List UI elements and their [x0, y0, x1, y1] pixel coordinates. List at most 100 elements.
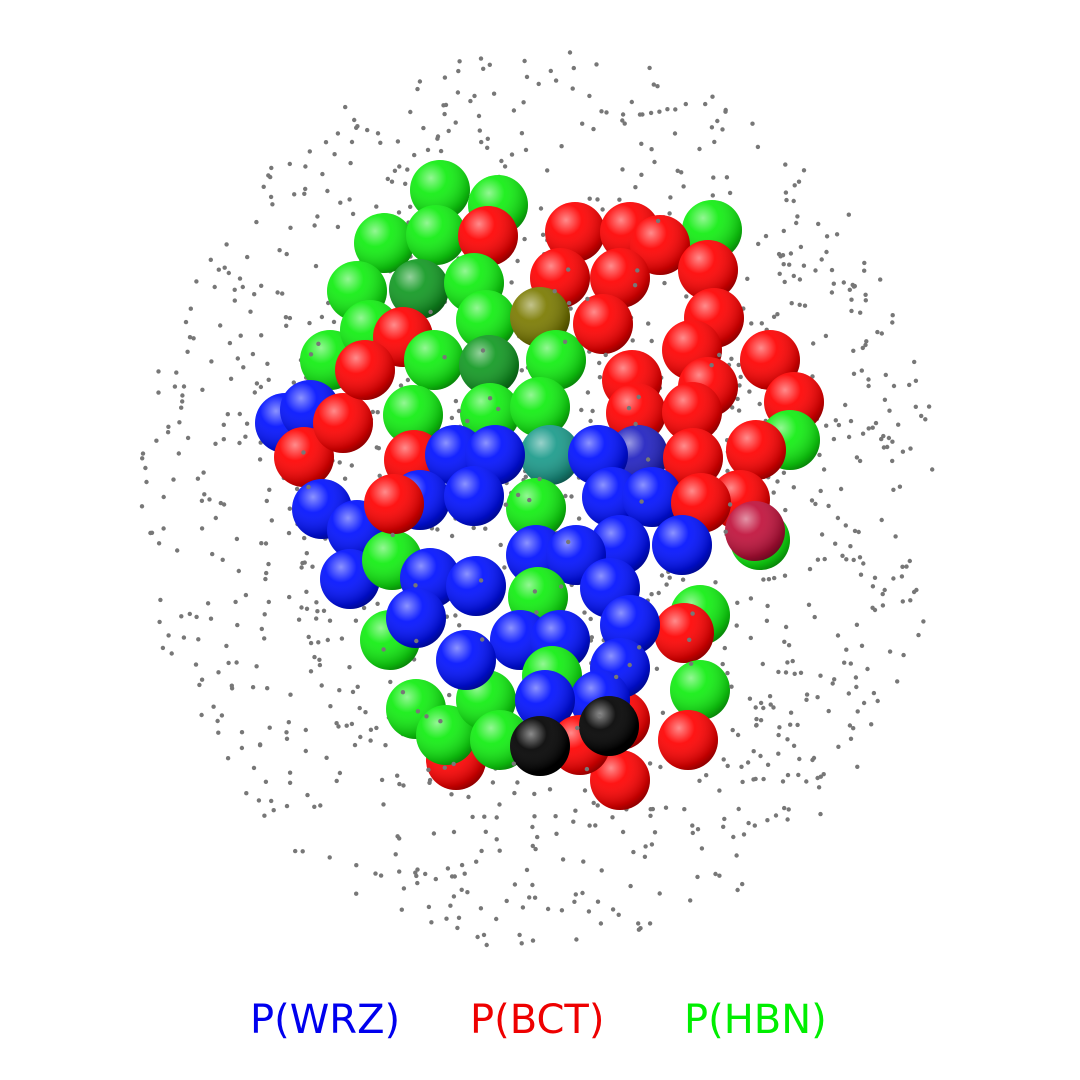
background-dot: [396, 139, 400, 143]
background-dot: [452, 830, 456, 834]
background-dot: [488, 63, 492, 67]
background-dot: [226, 412, 230, 416]
background-dot: [673, 107, 677, 111]
background-dot: [280, 291, 284, 295]
background-dot: [579, 408, 583, 412]
background-dot: [620, 167, 624, 171]
background-dot: [775, 479, 779, 483]
background-dot: [177, 451, 181, 455]
background-dot: [703, 102, 707, 106]
background-dot: [254, 220, 258, 224]
background-dot: [466, 795, 470, 799]
foreground-dot: [728, 502, 732, 506]
background-dot: [230, 684, 234, 688]
background-dot: [414, 874, 418, 878]
background-dot: [224, 644, 228, 648]
foreground-dot: [627, 406, 631, 410]
background-dot: [664, 806, 668, 810]
background-dot: [444, 917, 448, 921]
background-dot: [751, 777, 755, 781]
background-dot: [824, 250, 828, 254]
background-dot: [591, 127, 595, 131]
background-dot: [914, 379, 918, 383]
background-dot: [887, 436, 891, 440]
background-dot: [765, 604, 769, 608]
background-dot: [194, 662, 198, 666]
background-dot: [820, 532, 824, 536]
background-dot: [792, 199, 796, 203]
background-dot: [375, 445, 379, 449]
background-dot: [479, 140, 483, 144]
background-dot: [658, 765, 662, 769]
background-dot: [595, 197, 599, 201]
background-dot: [184, 320, 188, 324]
background-dot: [853, 529, 857, 533]
background-dot: [309, 641, 313, 645]
background-dot: [259, 385, 263, 389]
background-dot: [394, 852, 398, 856]
background-dot: [861, 432, 865, 436]
background-dot: [750, 122, 754, 126]
background-dot: [577, 516, 581, 520]
background-dot: [401, 783, 405, 787]
background-dot: [318, 663, 322, 667]
background-dot: [891, 576, 895, 580]
background-dot: [215, 719, 219, 723]
background-dot: [267, 600, 271, 604]
background-dot: [782, 262, 786, 266]
background-dot: [799, 671, 803, 675]
background-dot: [851, 349, 855, 353]
background-dot: [735, 623, 739, 627]
background-dot: [849, 309, 853, 313]
background-dot: [746, 821, 750, 825]
background-dot: [811, 341, 815, 345]
background-dot: [881, 434, 885, 438]
foreground-dot: [310, 565, 314, 569]
background-dot: [791, 659, 795, 663]
background-dot: [836, 516, 840, 520]
background-dot: [209, 258, 213, 262]
background-dot: [803, 304, 807, 308]
background-dot: [293, 849, 297, 853]
background-dot: [352, 118, 356, 122]
atom-sphere: [335, 340, 395, 400]
background-dot: [284, 315, 288, 319]
background-dot: [589, 617, 593, 621]
background-dot: [173, 384, 177, 388]
foreground-dot: [499, 543, 503, 547]
background-dot: [893, 534, 897, 538]
background-dot: [782, 471, 786, 475]
background-dot: [572, 900, 576, 904]
background-dot: [895, 679, 899, 683]
background-dot: [426, 148, 430, 152]
background-dot: [783, 574, 787, 578]
background-dot: [810, 498, 814, 502]
background-dot: [653, 830, 657, 834]
foreground-dot: [504, 503, 508, 507]
background-dot: [338, 201, 342, 205]
background-dot: [553, 814, 557, 818]
background-dot: [792, 744, 796, 748]
background-dot: [347, 665, 351, 669]
background-dot: [908, 446, 912, 450]
background-dot: [324, 756, 328, 760]
background-dot: [865, 667, 869, 671]
background-dot: [785, 737, 789, 741]
foreground-dot: [585, 767, 589, 771]
background-dot: [486, 137, 490, 141]
background-dot: [304, 590, 308, 594]
background-dot: [826, 504, 830, 508]
background-dot: [448, 904, 452, 908]
background-dot: [263, 612, 267, 616]
background-dot: [883, 398, 887, 402]
background-dot: [140, 456, 144, 460]
foreground-dot: [563, 340, 567, 344]
background-dot: [867, 426, 871, 430]
background-dot: [818, 812, 822, 816]
background-dot: [498, 849, 502, 853]
background-dot: [222, 502, 226, 506]
background-dot: [537, 82, 541, 86]
background-dot: [799, 245, 803, 249]
foreground-dot: [617, 198, 621, 202]
background-dot: [581, 859, 585, 863]
